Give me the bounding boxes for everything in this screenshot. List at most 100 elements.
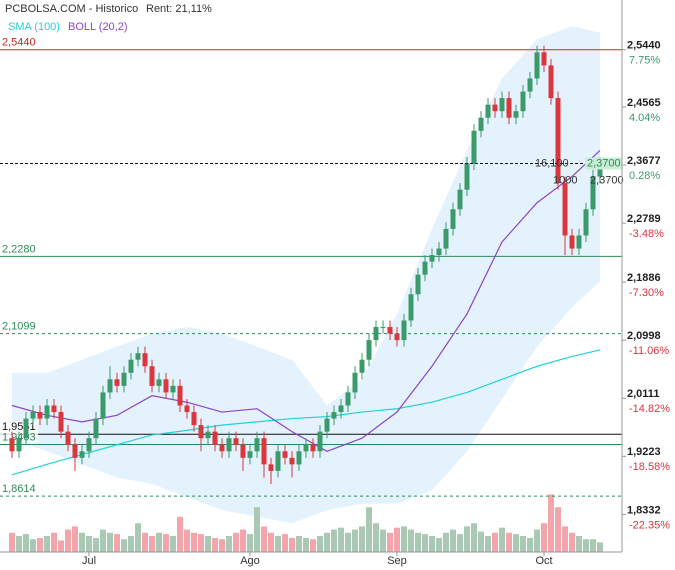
candle-body — [562, 183, 568, 236]
candle-body — [51, 405, 57, 413]
candle-body — [338, 405, 344, 413]
volume-bar — [394, 527, 400, 552]
level-label-box — [0, 36, 38, 49]
volume-bar — [296, 536, 302, 552]
candle-body — [177, 385, 183, 406]
volume-bar — [121, 539, 127, 552]
volume-bar — [275, 536, 281, 552]
volume-bar — [184, 529, 190, 552]
candle-body — [513, 111, 519, 118]
candle-body — [149, 366, 155, 386]
candle-body — [457, 189, 463, 210]
volume-bar — [212, 537, 218, 552]
volume-bar — [282, 534, 288, 552]
candle-body — [429, 255, 435, 262]
volume-bar — [163, 534, 169, 552]
volume-bar — [23, 534, 29, 552]
x-tick-label: Ago — [240, 555, 260, 567]
volume-bar — [576, 536, 582, 552]
volume-bar — [338, 527, 344, 552]
volume-bar — [569, 532, 575, 552]
volume-bar — [520, 536, 526, 552]
candle-body — [247, 451, 253, 458]
volume-bar — [37, 537, 43, 552]
candle-body — [254, 438, 260, 452]
volume-bar — [499, 527, 505, 552]
candle-body — [135, 353, 141, 360]
x-tick-label: Oct — [535, 555, 552, 567]
level-label: 2,2280 — [2, 243, 36, 255]
volume-bar — [562, 526, 568, 552]
volume-bar — [583, 539, 589, 552]
level-label-box — [0, 243, 38, 256]
candle-body — [275, 451, 281, 471]
candle-body — [310, 444, 316, 452]
annotation: 16,100 — [535, 157, 569, 169]
candle-body — [394, 333, 400, 341]
volume-bar — [422, 534, 428, 552]
volume-bar — [226, 536, 232, 552]
volume-bar — [93, 537, 99, 552]
volume-bar — [170, 536, 176, 552]
candle-body — [597, 163, 603, 177]
volume-bar — [443, 532, 449, 552]
volume-bar — [555, 507, 561, 552]
candle-body — [23, 418, 29, 439]
annotation: 1000 — [553, 174, 577, 186]
volume-bar — [597, 542, 603, 552]
candle-body — [114, 379, 120, 386]
candle-body — [359, 359, 365, 373]
volume-bar — [513, 534, 519, 552]
volume-bar — [79, 532, 85, 552]
legend-entry: SMA (100) — [8, 21, 60, 33]
candle-body — [93, 418, 99, 439]
candle-body — [548, 65, 554, 99]
candle-body — [240, 444, 246, 458]
candle-body — [380, 327, 386, 329]
candle-body — [541, 52, 547, 66]
volume-bar — [366, 507, 372, 552]
volume-bar — [247, 534, 253, 552]
candle-body — [401, 320, 407, 341]
candle-body — [289, 457, 295, 465]
level-label: 2,5440 — [2, 37, 36, 49]
volume-bar — [380, 529, 386, 552]
percent-label: -14.82% — [629, 403, 670, 415]
candle-body — [107, 379, 113, 393]
chart-title: PCBOLSA.COM - Historico — [5, 3, 138, 15]
annotation: 2,3700 — [590, 174, 624, 186]
volume-bar — [310, 539, 316, 552]
candle-body — [345, 392, 351, 406]
volume-bar — [30, 539, 36, 552]
volume-bar — [429, 536, 435, 552]
volume-bar — [436, 537, 442, 552]
candle-body — [415, 274, 421, 295]
volume-bar — [16, 536, 22, 552]
level-label: 2,1099 — [2, 321, 36, 333]
candle-body — [422, 261, 428, 275]
volume-bar — [401, 526, 407, 552]
candle-body — [219, 444, 225, 452]
chart-subtitle: Rent: 21,11% — [146, 3, 212, 15]
candle-body — [590, 176, 596, 210]
candle-body — [436, 248, 442, 256]
candle-body — [296, 451, 302, 465]
volume-bar — [9, 532, 15, 552]
volume-bar — [359, 526, 365, 552]
candle-body — [58, 412, 64, 432]
volume-bar — [471, 523, 477, 552]
level-label: 1,8614 — [2, 483, 36, 495]
candle-body — [205, 431, 211, 439]
percent-label: 0.28% — [629, 170, 660, 182]
volume-bar — [324, 532, 330, 552]
volume-bar — [464, 526, 470, 552]
candle-body — [387, 327, 393, 334]
volume-bar — [373, 523, 379, 552]
candle-body — [121, 372, 127, 386]
volume-bar — [51, 532, 57, 552]
candle-body — [317, 431, 323, 452]
candle-body — [303, 444, 309, 452]
candle-body — [191, 412, 197, 426]
volume-bar — [331, 529, 337, 552]
volume-bar — [149, 536, 155, 552]
